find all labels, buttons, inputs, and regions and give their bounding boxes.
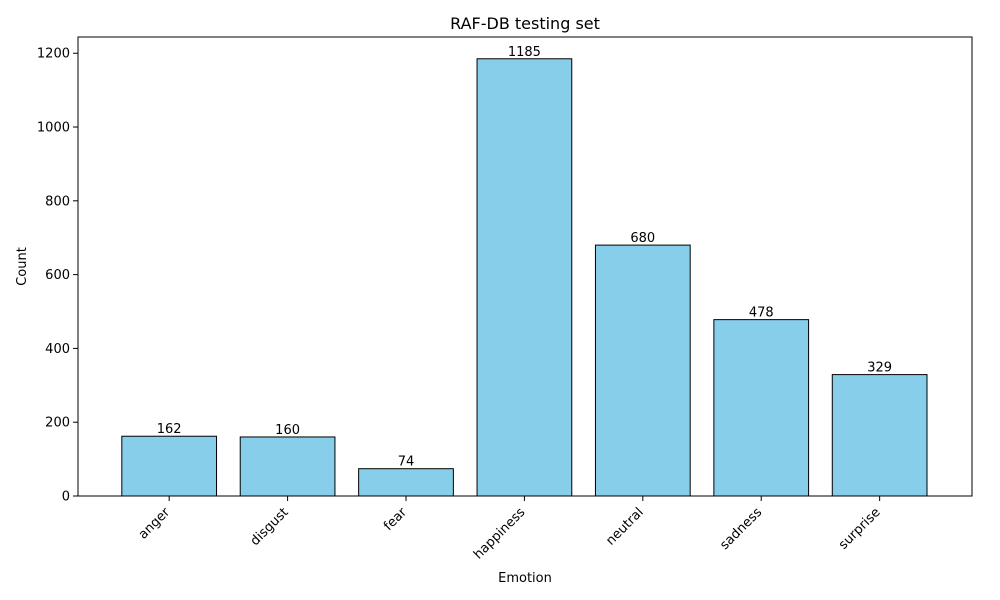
bar-neutral (594, 244, 691, 497)
x-axis: anger disgust fear happiness neutral sadness s… (136, 496, 884, 562)
x-tick-label-disgust: disgust (248, 505, 292, 549)
x-tick-label-neutral: neutral (603, 505, 646, 548)
data-label-disgust: 160 (275, 423, 300, 438)
y-tick-label: 0 (62, 490, 70, 505)
bar-happiness (476, 58, 573, 497)
data-label-sadness: 478 (749, 306, 774, 321)
bar-sadness (713, 319, 810, 497)
data-label-anger: 162 (157, 422, 182, 437)
y-axis-label: Count (15, 247, 30, 286)
y-tick-label: 600 (45, 268, 70, 283)
x-tick-label-fear: fear (381, 505, 410, 534)
y-axis: 0 200 400 600 800 1000 1200 (37, 47, 78, 505)
x-tick-label-happiness: happiness (471, 505, 529, 563)
data-label-fear: 74 (398, 455, 415, 470)
bar-surprise (831, 374, 928, 497)
bar-disgust (239, 436, 336, 497)
y-tick-label: 800 (45, 194, 70, 209)
bar-fear (358, 468, 454, 497)
y-tick-label: 1200 (37, 47, 70, 62)
y-tick-label: 200 (45, 416, 70, 431)
bars: 162 160 74 1185 680 478 329 (121, 45, 928, 497)
data-label-happiness: 1185 (508, 45, 541, 60)
chart-title: RAF-DB testing set (450, 14, 600, 33)
x-tick-label-anger: anger (136, 505, 174, 543)
x-tick-label-surprise: surprise (836, 505, 884, 553)
y-tick-label: 1000 (37, 121, 70, 136)
y-tick-label: 400 (45, 342, 70, 357)
x-axis-label: Emotion (498, 571, 552, 586)
x-tick-label-sadness: sadness (717, 505, 765, 553)
data-label-surprise: 329 (867, 361, 892, 376)
data-label-neutral: 680 (630, 231, 655, 246)
bar-anger (121, 435, 218, 497)
